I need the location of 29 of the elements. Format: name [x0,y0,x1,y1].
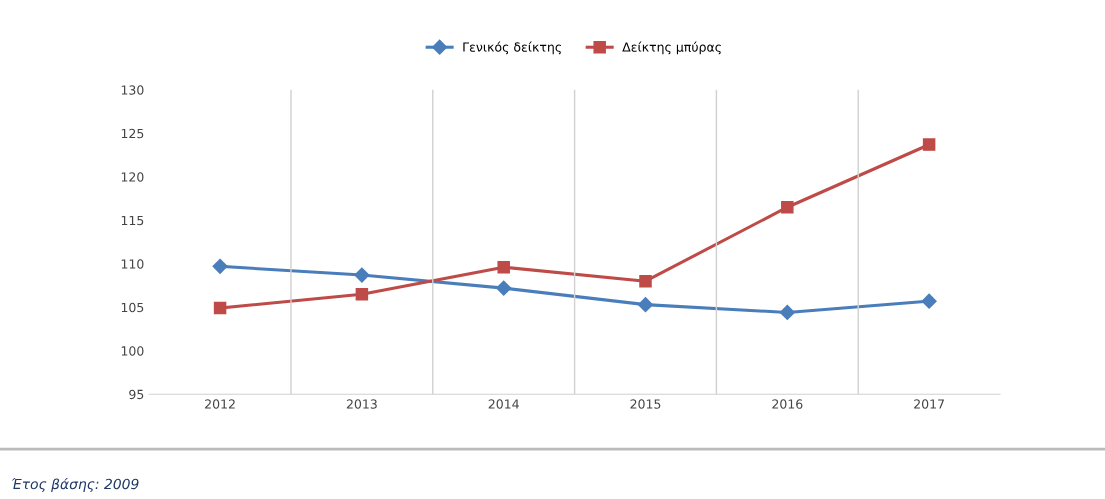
x-tick-label: 2013 [346,399,377,409]
y-tick-label: 95 [129,389,144,400]
point [637,297,654,313]
point [496,280,512,296]
point [212,258,228,274]
y-tick-label: 115 [121,215,144,226]
point [779,304,795,321]
point [497,260,510,274]
point [213,301,227,315]
x-tick-label: 2016 [772,399,803,409]
y-tick-label: 110 [121,259,144,269]
point [354,267,370,283]
x-tick-label: 2017 [914,399,944,409]
y-tick-label: 130 [121,85,144,95]
y-tick-label: 105 [121,302,144,313]
point [921,293,937,309]
point [355,287,369,301]
legend-label: Γενικός δείκτης [463,41,561,55]
point [781,200,794,214]
y-tick-label: 125 [121,128,144,139]
y-tick-label: 100 [121,346,144,356]
text: Έτος βάσης: 2009 [11,477,139,492]
y-tick-label: 120 [121,172,144,182]
x-tick-label: 2012 [205,399,235,409]
x-tick-label: 2015 [630,399,661,409]
point [922,138,936,151]
x-tick-label: 2014 [488,399,519,409]
legend-label: Δείκτης μπύρας [622,41,721,55]
point [639,274,652,288]
